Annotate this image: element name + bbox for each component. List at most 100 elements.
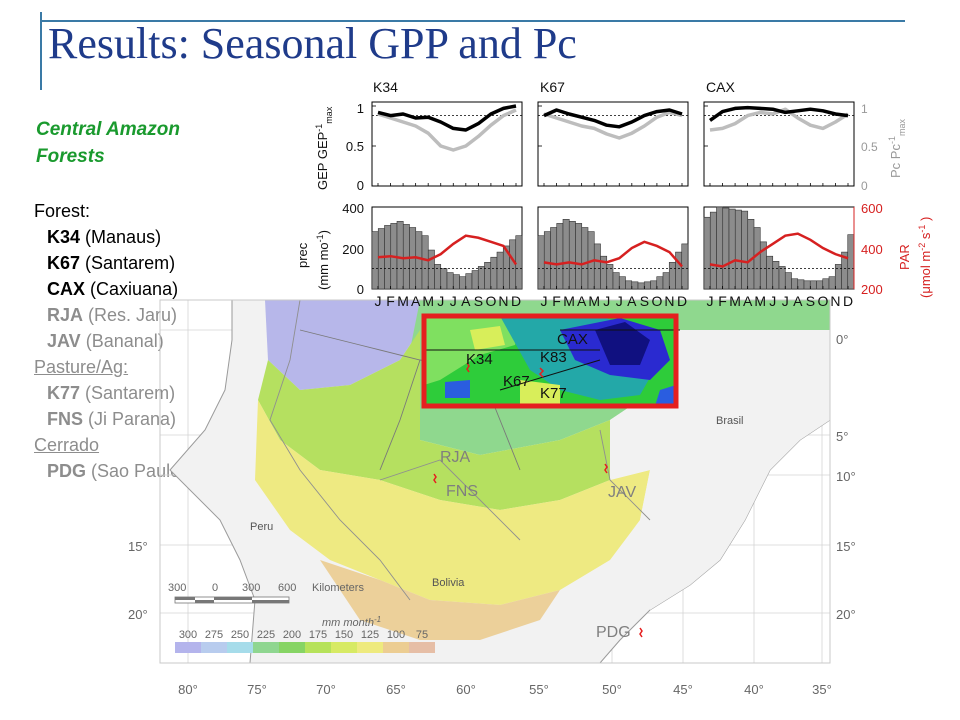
- precip-bar: [847, 234, 855, 290]
- colorbar-label: 175: [309, 629, 327, 641]
- region-heading: Central Amazon Forests: [36, 116, 180, 170]
- month-tick-label: A: [627, 293, 637, 309]
- precip-bar: [778, 266, 786, 290]
- colorbar-label: 300: [179, 629, 197, 641]
- precip-bar: [625, 280, 633, 290]
- top-ytick-right-1: 1: [861, 102, 868, 116]
- map-label-pdg: PDG: [596, 624, 631, 641]
- legend-item-rja: RJA (Res. Jaru): [47, 305, 178, 325]
- colorbar-swatch: [305, 642, 331, 653]
- map-label-k77: K77: [540, 385, 567, 402]
- month-tick-label: N: [498, 293, 508, 309]
- precip-bar: [772, 261, 780, 290]
- month-tick-label: J: [782, 293, 789, 309]
- par-series-line: [543, 240, 683, 268]
- legend-item-k77: K77 (Santarem): [47, 383, 176, 403]
- month-tick-label: A: [743, 293, 753, 309]
- precip-bar: [550, 227, 558, 290]
- panel-title-k34: K34: [373, 79, 398, 95]
- marker-k34: [466, 362, 470, 373]
- precip-bar: [618, 276, 626, 290]
- precip-bar: [452, 274, 460, 290]
- month-tick-label: M: [729, 293, 741, 309]
- precip-bar: [828, 276, 836, 290]
- colorbar-swatch: [227, 642, 253, 653]
- precip-bar: [803, 280, 811, 290]
- lon-label-60: 60°: [456, 682, 476, 697]
- scalebar-tick-1: 0: [212, 582, 218, 594]
- scalebar-tick-2: 300: [242, 582, 260, 594]
- legend-item-fns: FNS (Ji Parana): [47, 409, 177, 429]
- precip-bar: [722, 207, 730, 290]
- gep-series-line: [377, 104, 517, 132]
- bottom-ytick-right-200: 200: [861, 282, 883, 297]
- precip-bar: [675, 251, 683, 290]
- precip-bar: [515, 235, 523, 290]
- colorbar-swatch: [175, 642, 201, 653]
- marker-jav: [604, 463, 608, 474]
- month-tick-label: S: [640, 293, 649, 309]
- month-tick-label: J: [616, 293, 623, 309]
- precip-bar: [809, 280, 817, 290]
- month-tick-label: M: [588, 293, 600, 309]
- precip-bar: [650, 280, 658, 290]
- month-tick-label: M: [563, 293, 575, 309]
- precip-bar: [703, 216, 711, 290]
- colorbar-label: 250: [231, 629, 249, 641]
- precip-bar: [575, 223, 583, 290]
- colorbar-swatch: [201, 642, 227, 653]
- precip-bar: [477, 266, 485, 290]
- precip-bar: [377, 228, 385, 290]
- bottom-ytick-0: 0: [357, 282, 364, 297]
- colorbar-swatch: [383, 642, 409, 653]
- month-tick-label: M: [754, 293, 766, 309]
- month-tick-label: F: [718, 293, 727, 309]
- precip-bar: [834, 264, 842, 290]
- month-tick-label: A: [793, 293, 803, 309]
- precip-bar: [637, 282, 645, 290]
- precip-bar: [593, 243, 601, 290]
- top-ytick-1: 1: [357, 101, 364, 116]
- region-heading-line2: Forests: [36, 146, 105, 167]
- month-tick-label: D: [843, 293, 853, 309]
- map-label-k67: K67: [503, 373, 530, 390]
- map-label-k83: K83: [540, 349, 567, 366]
- precip-bar: [543, 231, 551, 290]
- country-label-peru: Peru: [250, 521, 273, 533]
- precip-bar: [747, 219, 755, 290]
- lat-label-left-15: 15°: [128, 539, 148, 554]
- colorbar: mm month-1 300 275 250 225 200 175 150 125 100 75: [175, 615, 435, 653]
- title-decor-vertical: [40, 12, 42, 90]
- precip-bar: [421, 235, 429, 290]
- precip-bar: [496, 251, 504, 290]
- legend-item-cax: CAX (Caxiuana): [47, 279, 179, 299]
- precip-map: CAX K34 K83 K67 K77 RJA FNS JAV PDG Bras…: [128, 299, 856, 697]
- precip-bar: [396, 221, 404, 290]
- colorbar-swatch: [253, 642, 279, 653]
- scalebar-tick-0: 300: [168, 582, 186, 594]
- precip-bar: [440, 268, 448, 290]
- lon-label-75: 75°: [247, 682, 267, 697]
- lon-label-45: 45°: [673, 682, 693, 697]
- precip-bar: [797, 279, 805, 290]
- colorbar-label: 150: [335, 629, 353, 641]
- precip-bar: [371, 231, 379, 290]
- month-tick-label: A: [411, 293, 421, 309]
- precip-bar: [471, 270, 479, 290]
- month-tick-label: J: [541, 293, 548, 309]
- precip-bar: [791, 278, 799, 290]
- precip-bar: [716, 206, 724, 290]
- lat-label-left-20: 20°: [128, 607, 148, 622]
- map-label-fns: FNS: [446, 483, 478, 500]
- par-series-line: [377, 234, 518, 266]
- highlight-box: [421, 313, 679, 409]
- lat-label-10: 10°: [836, 469, 856, 484]
- pasture-header: Pasture/Ag:: [34, 357, 129, 377]
- precip-bar: [681, 243, 689, 290]
- site-markers: [433, 362, 643, 638]
- colorbar-label: 275: [205, 629, 223, 641]
- top-ylabel-left: GEP GEP-1max: [314, 106, 334, 190]
- marker-pdg: [639, 627, 643, 638]
- precip-bar: [816, 280, 824, 290]
